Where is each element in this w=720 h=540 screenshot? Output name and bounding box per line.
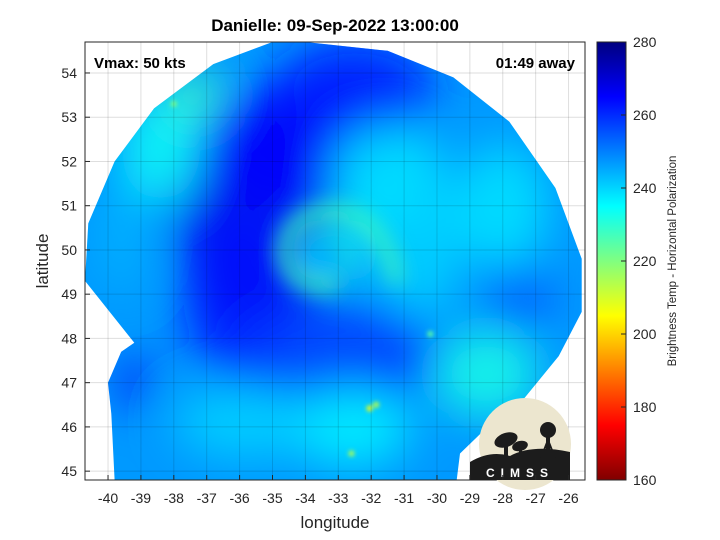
spiral-band [277, 203, 404, 293]
brightness-region [292, 387, 411, 467]
y-tick-label: 52 [61, 153, 77, 169]
y-tick-label: 46 [61, 419, 77, 435]
x-tick-label: -32 [361, 490, 381, 506]
x-axis-label: longitude [300, 513, 369, 532]
colorbar-tick-label: 200 [633, 326, 657, 342]
storm-eye [304, 244, 337, 273]
colorbar-label: Brightness Temp - Horizontal Polarizatio… [667, 156, 679, 367]
colorbar-tick-label: 260 [633, 107, 657, 123]
brightness-region [173, 387, 319, 458]
colorbar: 160 180 200 220 240 260 280 Brightness Temp - … [596, 34, 679, 488]
warm-spot [348, 450, 355, 457]
brightness-region [275, 42, 434, 144]
x-tick-label: -29 [460, 490, 480, 506]
brightness-region [117, 356, 151, 410]
x-tick-label: -39 [131, 490, 151, 506]
y-tick-label: 50 [61, 242, 77, 258]
time-away-annotation: 01:49 away [496, 55, 576, 72]
y-axis-label: latitude [33, 234, 52, 289]
chart-title: Danielle: 09-Sep-2022 13:00:00 [211, 16, 459, 35]
x-tick-label: -30 [427, 490, 447, 506]
y-tick-label: 45 [61, 463, 77, 479]
colorbar-tick-label: 220 [633, 253, 657, 269]
x-tick-label: -31 [394, 490, 414, 506]
x-tick-label: -27 [526, 490, 546, 506]
y-axis-ticks: 45 46 47 48 49 50 51 52 53 54 [61, 65, 90, 479]
warm-spot [427, 331, 434, 337]
brightness-region [433, 329, 539, 419]
x-tick-label: -34 [295, 490, 315, 506]
x-tick-label: -35 [262, 490, 282, 506]
logo-text: CIMSS [486, 466, 554, 480]
warm-spot [170, 100, 177, 107]
brightness-region [456, 143, 549, 268]
x-tick-label: -33 [328, 490, 348, 506]
y-tick-label: 54 [61, 65, 77, 81]
y-tick-label: 49 [61, 286, 77, 302]
cimss-logo: CIMSS [470, 398, 571, 490]
y-tick-label: 53 [61, 109, 77, 125]
brightness-region [233, 303, 444, 410]
x-tick-label: -38 [164, 490, 184, 506]
brightness-region [94, 179, 148, 295]
y-tick-label: 51 [61, 198, 77, 214]
y-tick-label: 48 [61, 330, 77, 346]
colorbar-tick-label: 180 [633, 399, 657, 415]
plot-area [85, 42, 585, 480]
y-tick-label: 47 [61, 375, 77, 391]
colorbar-ticks: 160 180 200 220 240 260 280 [621, 34, 657, 488]
swath-image [85, 42, 582, 480]
colorbar-tick-label: 280 [633, 34, 657, 50]
x-tick-label: -26 [558, 490, 578, 506]
x-tick-label: -28 [493, 490, 513, 506]
x-tick-label: -40 [98, 490, 118, 506]
x-axis-ticks: -40 -39 -38 -37 -36 -35 -34 -33 -32 -31 -30 -29 -28-… [98, 475, 579, 506]
warm-spot [373, 401, 380, 408]
x-tick-label: -36 [229, 490, 249, 506]
colorbar-tick-label: 240 [633, 180, 657, 196]
colorbar-tick-label: 160 [633, 472, 657, 488]
x-tick-label: -37 [197, 490, 217, 506]
warm-spot [366, 405, 373, 412]
vmax-annotation: Vmax: 50 kts [94, 55, 186, 72]
plot-frame [84, 41, 586, 481]
brightness-region [483, 263, 556, 334]
